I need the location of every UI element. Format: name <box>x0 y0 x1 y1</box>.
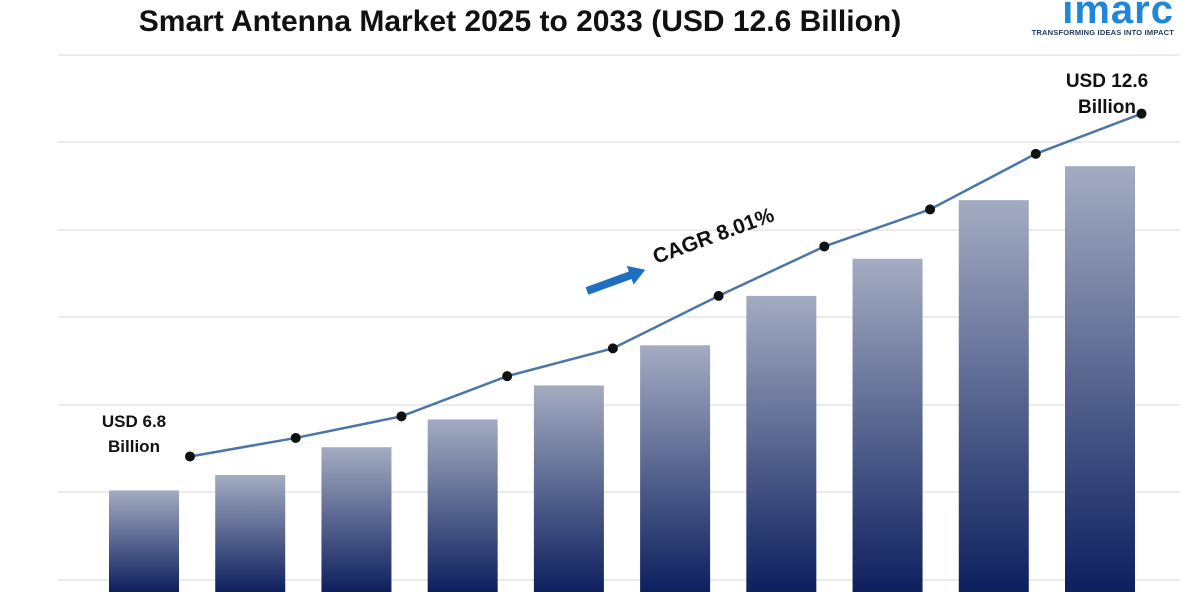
cagr-label: CAGR 8.01% <box>650 203 778 268</box>
bar <box>1065 166 1135 593</box>
trend-point <box>290 432 301 443</box>
trend-point <box>502 371 513 382</box>
trend-point <box>1030 148 1041 159</box>
last-value-label-line1: USD 12.6 <box>1066 71 1148 92</box>
trend-point <box>925 204 936 215</box>
imarc-logo: imarc TRANSFORMING IDEAS INTO IMPACT <box>1030 0 1180 42</box>
trend-point <box>607 343 618 354</box>
bar <box>427 419 498 592</box>
first-value-label-line2: Billion <box>108 437 160 456</box>
bar <box>640 345 711 592</box>
trend-point <box>819 241 830 252</box>
trend-point <box>396 411 407 422</box>
bars <box>109 166 1135 593</box>
bar <box>215 475 286 592</box>
trend-point <box>713 290 724 301</box>
logo-wordmark: imarc <box>1062 0 1174 32</box>
bar <box>958 200 1029 592</box>
bar <box>109 490 179 592</box>
value-labels: USD 6.8 Billion USD 12.6 Billion <box>102 71 1148 456</box>
chart-title: Smart Antenna Market 2025 to 2033 (USD 1… <box>138 5 902 38</box>
bar <box>321 447 392 592</box>
last-value-label-line2: Billion <box>1078 97 1136 118</box>
cagr-arrow-icon <box>585 265 646 295</box>
bar <box>746 295 817 592</box>
trend-line <box>189 112 1142 458</box>
trend-line-layer <box>185 108 1147 462</box>
trend-point <box>185 451 195 462</box>
logo-tagline: TRANSFORMING IDEAS INTO IMPACT <box>1031 28 1174 37</box>
trend-point <box>1136 108 1147 119</box>
bar <box>533 385 604 592</box>
bar <box>852 258 923 592</box>
cagr-annotation: CAGR 8.01% <box>585 203 778 295</box>
first-value-label-line1: USD 6.8 <box>102 412 166 431</box>
